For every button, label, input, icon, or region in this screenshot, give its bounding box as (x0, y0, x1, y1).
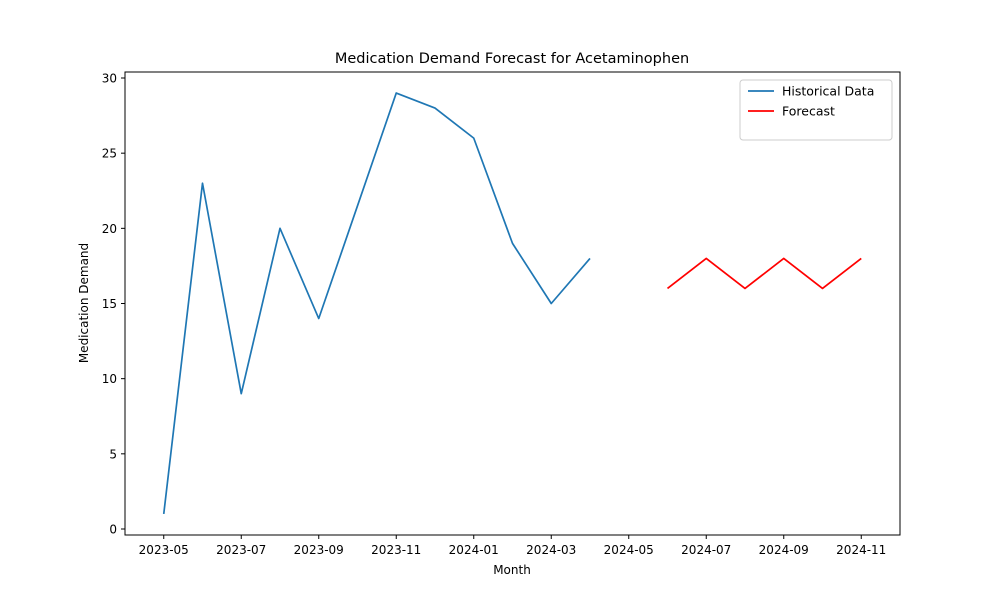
x-tick-label: 2024-07 (681, 543, 731, 557)
y-tick-label: 25 (102, 147, 117, 161)
y-tick-label: 20 (102, 222, 117, 236)
x-tick-label: 2023-07 (216, 543, 266, 557)
series-line-forecast (666, 257, 862, 290)
legend: Historical Data Forecast (739, 79, 893, 141)
chart-title: Medication Demand Forecast for Acetamino… (335, 51, 689, 67)
legend-box (739, 79, 893, 141)
x-tick-label: 2024-11 (836, 543, 886, 557)
x-tick-label: 2023-11 (371, 543, 421, 557)
series-line-historical-data (162, 92, 591, 515)
legend-label: Forecast (782, 104, 835, 119)
y-tick-label: 15 (102, 297, 117, 311)
x-tick-label: 2023-09 (294, 543, 344, 557)
y-tick-label: 0 (109, 522, 117, 536)
y-tick-label: 10 (102, 372, 117, 386)
series-layer (162, 92, 862, 515)
x-axis: 2023-05 2023-07 2023-09 2023-11 2024-01 2024-… (139, 535, 886, 557)
x-tick-label: 2023-05 (139, 543, 189, 557)
y-axis: 0 5 10 15 20 25 30 (102, 72, 125, 536)
y-tick-label: 5 (109, 447, 117, 461)
y-tick-label: 30 (102, 72, 117, 86)
plot-area (124, 71, 901, 536)
x-tick-label: 2024-03 (526, 543, 576, 557)
legend-label: Historical Data (782, 84, 874, 99)
x-axis-label: Month (493, 563, 531, 577)
x-tick-label: 2024-01 (449, 543, 499, 557)
x-tick-label: 2024-09 (759, 543, 809, 557)
plot-frame (124, 71, 901, 536)
y-axis-label: Medication Demand (77, 243, 91, 363)
x-tick-label: 2024-05 (604, 543, 654, 557)
